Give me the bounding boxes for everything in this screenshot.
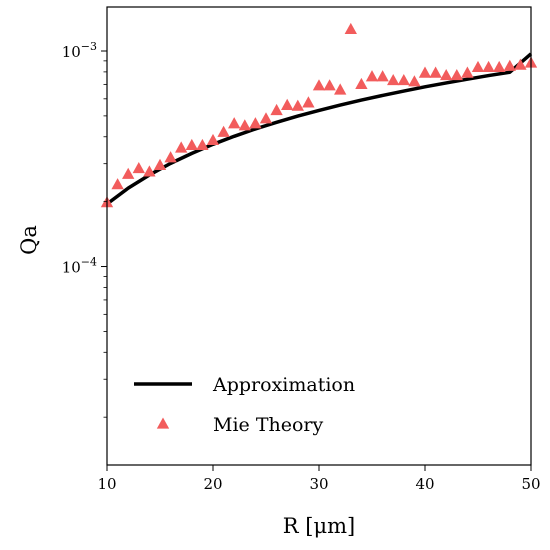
mie-theory-point bbox=[493, 60, 506, 72]
mie-theory-point bbox=[132, 161, 145, 174]
mie-theory-point bbox=[376, 70, 389, 82]
mie-theory-point bbox=[122, 167, 135, 179]
mie-theory-point bbox=[365, 70, 379, 82]
legend-label-approximation: Approximation bbox=[212, 374, 355, 396]
mie-theory-point bbox=[440, 68, 453, 81]
mie-theory-point bbox=[259, 112, 273, 124]
mie-theory-point bbox=[429, 66, 442, 78]
mie-theory-point bbox=[482, 60, 495, 72]
y-tick-mantissa: 10 bbox=[62, 259, 81, 277]
mie-theory-point bbox=[387, 73, 400, 86]
approximation-line bbox=[105, 52, 533, 206]
legend-label-mie-theory: Mie Theory bbox=[213, 414, 323, 436]
mie-theory-point bbox=[344, 22, 357, 35]
mie-theory-point bbox=[217, 125, 230, 137]
legend: Approximation Mie Theory bbox=[134, 374, 355, 436]
mie-theory-point bbox=[291, 99, 304, 111]
mie-theory-point bbox=[238, 119, 251, 131]
y-tick-exponent: −3 bbox=[81, 40, 97, 53]
mie-theory-point bbox=[206, 133, 220, 146]
y-axis-title: Qa bbox=[17, 225, 41, 255]
mie-theory-point bbox=[143, 165, 156, 177]
mie-theory-point bbox=[249, 117, 262, 129]
mie-theory-point bbox=[503, 59, 516, 71]
y-tick-label: 10−3 bbox=[62, 40, 97, 61]
mie-theory-point bbox=[196, 138, 209, 151]
x-tick-label: 30 bbox=[309, 475, 328, 493]
mie-theory-point bbox=[450, 68, 463, 81]
x-axis: 10 20 30 40 50 bbox=[97, 465, 541, 493]
mie-theory-point bbox=[228, 117, 241, 129]
mie-theory-point bbox=[461, 66, 474, 78]
mie-theory-point bbox=[418, 66, 432, 78]
x-tick-label: 50 bbox=[521, 475, 540, 493]
y-tick-label: 10−4 bbox=[62, 256, 97, 277]
x-axis-title: R [μm] bbox=[283, 514, 355, 538]
x-tick-label: 20 bbox=[203, 475, 222, 493]
mie-theory-point bbox=[334, 83, 347, 95]
y-tick-exponent: −4 bbox=[81, 256, 97, 269]
x-tick-label: 40 bbox=[415, 475, 434, 493]
mie-theory-point bbox=[323, 79, 336, 91]
mie-theory-point bbox=[514, 58, 527, 70]
x-tick-label: 10 bbox=[97, 475, 116, 493]
mie-theory-point bbox=[355, 77, 368, 90]
mie-theory-point bbox=[312, 79, 326, 91]
plot-area bbox=[100, 22, 538, 208]
mie-theory-point bbox=[302, 96, 315, 108]
y-tick-mantissa: 10 bbox=[62, 43, 81, 61]
mie-theory-point bbox=[153, 158, 167, 170]
mie-theory-point bbox=[270, 103, 283, 116]
mie-theory-point bbox=[471, 60, 485, 72]
legend-triangle-swatch bbox=[156, 417, 170, 429]
mie-theory-point bbox=[185, 138, 198, 151]
mie-theory-point bbox=[111, 178, 124, 190]
plot-frame bbox=[106, 6, 532, 466]
mie-theory-point bbox=[175, 141, 188, 153]
mie-theory-point bbox=[281, 98, 294, 110]
mie-theory-point bbox=[164, 151, 177, 163]
mie-theory-point bbox=[408, 75, 421, 87]
mie-theory-point bbox=[397, 73, 410, 86]
y-axis: 10−410−3 bbox=[62, 40, 107, 418]
